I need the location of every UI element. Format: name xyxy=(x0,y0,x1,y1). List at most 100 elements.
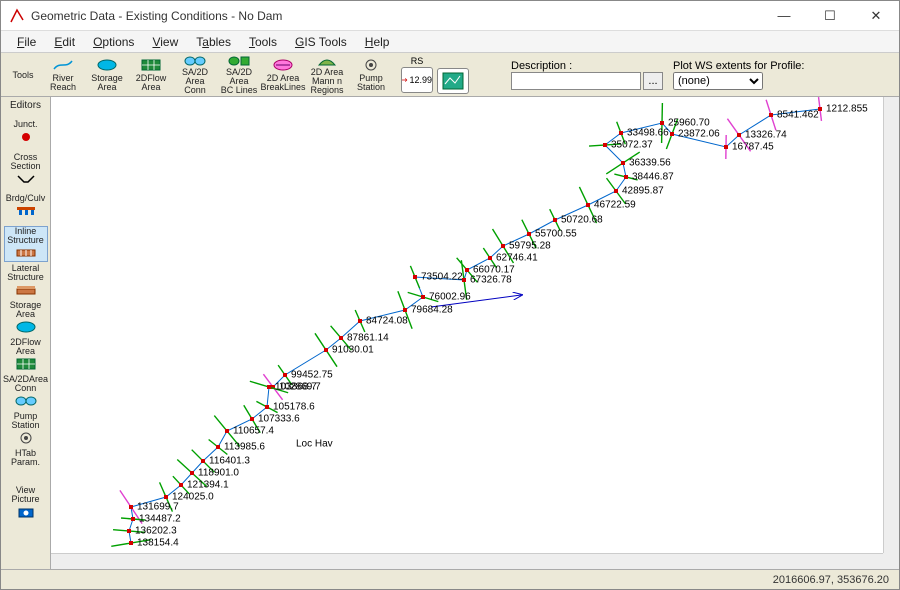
menu-gis-tools[interactable]: GIS Tools xyxy=(287,33,355,51)
editor-inline-structure[interactable]: InlineStructure xyxy=(4,226,48,262)
tool-2d-mann-regions[interactable]: 2D AreaMann nRegions xyxy=(305,55,349,95)
inline-structure-icon xyxy=(15,245,37,261)
plot-ws-label: Plot WS extents for Profile: xyxy=(673,60,804,72)
pump-station-icon xyxy=(359,57,383,73)
junct-icon xyxy=(19,129,33,145)
editor-sa-2d-conn[interactable]: SA/2DAreaConn xyxy=(4,374,48,410)
station-label: 134487.2 xyxy=(139,514,181,525)
station-label: 116401.3 xyxy=(209,456,250,467)
tool-river-reach[interactable]: RiverReach xyxy=(41,55,85,95)
station-label: 62746.41 xyxy=(496,253,538,264)
station-label: 67326.78 xyxy=(470,275,512,286)
station-label: 33498.66 xyxy=(627,128,669,139)
editor-2d-flow-area[interactable]: 2DFlowArea xyxy=(4,337,48,373)
titlebar: Geometric Data - Existing Conditions - N… xyxy=(1,1,899,31)
station-label: 8541.462 xyxy=(777,110,819,121)
horizontal-scrollbar[interactable] xyxy=(51,553,883,569)
storage-area-icon xyxy=(95,57,119,73)
menu-file[interactable]: File xyxy=(9,33,44,51)
station-label: 105178.6 xyxy=(273,402,315,413)
window-title: Geometric Data - Existing Conditions - N… xyxy=(31,9,761,23)
annotation-label: Loc Hav xyxy=(296,439,333,450)
tool-sa-2d-bclines[interactable]: SA/2D AreaBC Lines xyxy=(217,55,261,95)
2d-mann-regions-icon xyxy=(315,55,339,67)
image-layer-button[interactable] xyxy=(437,68,469,94)
station-label: 79684.28 xyxy=(411,305,453,316)
scroll-corner xyxy=(883,553,899,569)
view-picture-icon xyxy=(18,504,34,520)
toolbar: Tools RiverReach StorageArea 2DFlowArea … xyxy=(1,53,899,97)
editor-cross-section[interactable]: CrossSection xyxy=(4,152,48,188)
menu-tools[interactable]: Tools xyxy=(241,33,285,51)
app-icon xyxy=(9,8,25,24)
menu-view[interactable]: View xyxy=(144,33,186,51)
minimize-button[interactable]: — xyxy=(761,1,807,31)
station-label: 25960.70 xyxy=(668,118,710,129)
station-label: 46722.59 xyxy=(594,200,636,211)
sa-2d-conn-icon xyxy=(14,393,38,409)
station-label: 16787.45 xyxy=(732,142,774,153)
station-label: 87861.14 xyxy=(347,333,389,344)
tool-storage-area[interactable]: StorageArea xyxy=(85,55,129,95)
editors-sidebar: Editors Junct. CrossSection Brdg/Culv In… xyxy=(1,97,51,569)
editor-brdg-culv[interactable]: Brdg/Culv xyxy=(4,189,48,225)
tools-button[interactable]: Tools xyxy=(5,55,41,95)
app-window: Geometric Data - Existing Conditions - N… xyxy=(0,0,900,590)
editor-storage-area[interactable]: StorageArea xyxy=(4,300,48,336)
station-label: 84724.08 xyxy=(366,316,408,327)
station-label: 136202.3 xyxy=(135,526,177,537)
cross-section-icon xyxy=(16,171,36,187)
editors-label: Editors xyxy=(1,101,50,112)
station-label: 121394.1 xyxy=(187,480,229,491)
station-label: 23872.06 xyxy=(678,129,720,140)
maximize-button[interactable]: ☐ xyxy=(807,1,853,31)
station-label: 91030.01 xyxy=(332,345,374,356)
2d-flow-area-icon xyxy=(139,57,163,73)
tool-pump-station[interactable]: PumpStation xyxy=(349,55,393,95)
station-label: 36339.56 xyxy=(629,158,671,169)
status-coords: 2016606.97, 353676.20 xyxy=(773,574,889,586)
description-more-button[interactable]: ... xyxy=(643,72,663,90)
menubar: File Edit Options View Tables Tools GIS … xyxy=(1,31,899,53)
station-label: 103868.7 xyxy=(275,382,317,393)
sa-2d-conn-icon xyxy=(183,55,207,67)
rs-label: RS xyxy=(411,56,424,66)
close-button[interactable]: ✕ xyxy=(853,1,899,31)
station-label: 118901.0 xyxy=(198,468,239,479)
2d-breaklines-icon xyxy=(271,57,295,73)
menu-edit[interactable]: Edit xyxy=(46,33,83,51)
description-input[interactable] xyxy=(511,72,641,90)
rs-value-button[interactable]: 12.99 xyxy=(401,67,433,93)
station-label: 99452.75 xyxy=(291,370,333,381)
editor-lateral-structure[interactable]: LateralStructure xyxy=(4,263,48,299)
tool-2d-flow-area[interactable]: 2DFlowArea xyxy=(129,55,173,95)
tool-2d-breaklines[interactable]: 2D AreaBreakLines xyxy=(261,55,305,95)
station-label: 107333.6 xyxy=(258,414,300,425)
editor-pump-station[interactable]: PumpStation xyxy=(4,411,48,447)
schematic-canvas[interactable]: 1212.8558541.46213326.7416787.4523872.06… xyxy=(51,97,899,569)
station-label: 113985.6 xyxy=(224,442,265,453)
menu-tables[interactable]: Tables xyxy=(188,33,239,51)
tool-sa-2d-conn[interactable]: SA/2D AreaConn xyxy=(173,55,217,95)
station-label: 42895.87 xyxy=(622,186,664,197)
2d-flow-area-icon xyxy=(16,356,36,372)
sa-2d-bclines-icon xyxy=(227,55,251,67)
station-label: 138154.4 xyxy=(137,538,179,549)
statusbar: 2016606.97, 353676.20 xyxy=(1,569,899,589)
station-label: 38446.87 xyxy=(632,172,674,183)
editor-htab-param[interactable]: HTabParam. xyxy=(4,448,48,484)
vertical-scrollbar[interactable] xyxy=(883,97,899,553)
station-label: 50720.68 xyxy=(561,215,603,226)
plot-ws-select[interactable]: (none) xyxy=(673,72,763,90)
editor-view-picture[interactable]: ViewPicture xyxy=(4,485,48,521)
menu-options[interactable]: Options xyxy=(85,33,142,51)
description-label: Description : xyxy=(511,60,572,72)
river-reach-icon xyxy=(51,57,75,73)
brdg-culv-icon xyxy=(15,203,37,219)
editor-junct[interactable]: Junct. xyxy=(4,115,48,151)
menu-help[interactable]: Help xyxy=(357,33,398,51)
storage-area-icon xyxy=(15,319,37,335)
station-label: 110657.4 xyxy=(233,426,274,437)
station-label: 55700.55 xyxy=(535,229,577,240)
pump-station-icon xyxy=(19,430,33,446)
